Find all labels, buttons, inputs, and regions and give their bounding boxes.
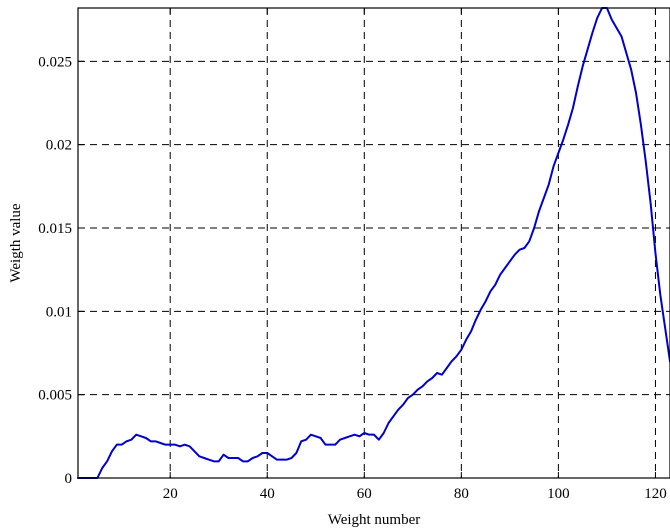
y-tick-label: 0.015 <box>38 221 72 237</box>
y-tick-label: 0.005 <box>38 388 72 404</box>
axis-ticks <box>78 8 656 479</box>
x-tick-label: 120 <box>644 486 667 502</box>
grid-lines <box>78 8 670 478</box>
x-tick-label: 80 <box>454 486 469 502</box>
x-tick-label: 100 <box>547 486 570 502</box>
y-tick-label: 0.025 <box>38 54 72 70</box>
plot-frame <box>77 7 670 479</box>
y-axis-label: Weigth value <box>8 203 24 283</box>
x-tick-label: 20 <box>163 486 178 502</box>
x-tick-label: 40 <box>260 486 275 502</box>
series-line <box>77 7 670 479</box>
x-tick-labels: 20 40 60 80 100 120 <box>163 486 667 502</box>
x-tick-label: 60 <box>357 486 372 502</box>
series-layer <box>77 7 670 479</box>
x-axis-label: Weight number <box>328 512 421 528</box>
y-tick-label: 0 <box>65 471 73 487</box>
y-tick-label: 0.01 <box>46 304 72 320</box>
y-tick-label: 0.02 <box>46 138 72 154</box>
y-tick-labels: 0 0.005 0.01 0.015 0.02 0.025 <box>38 54 72 487</box>
